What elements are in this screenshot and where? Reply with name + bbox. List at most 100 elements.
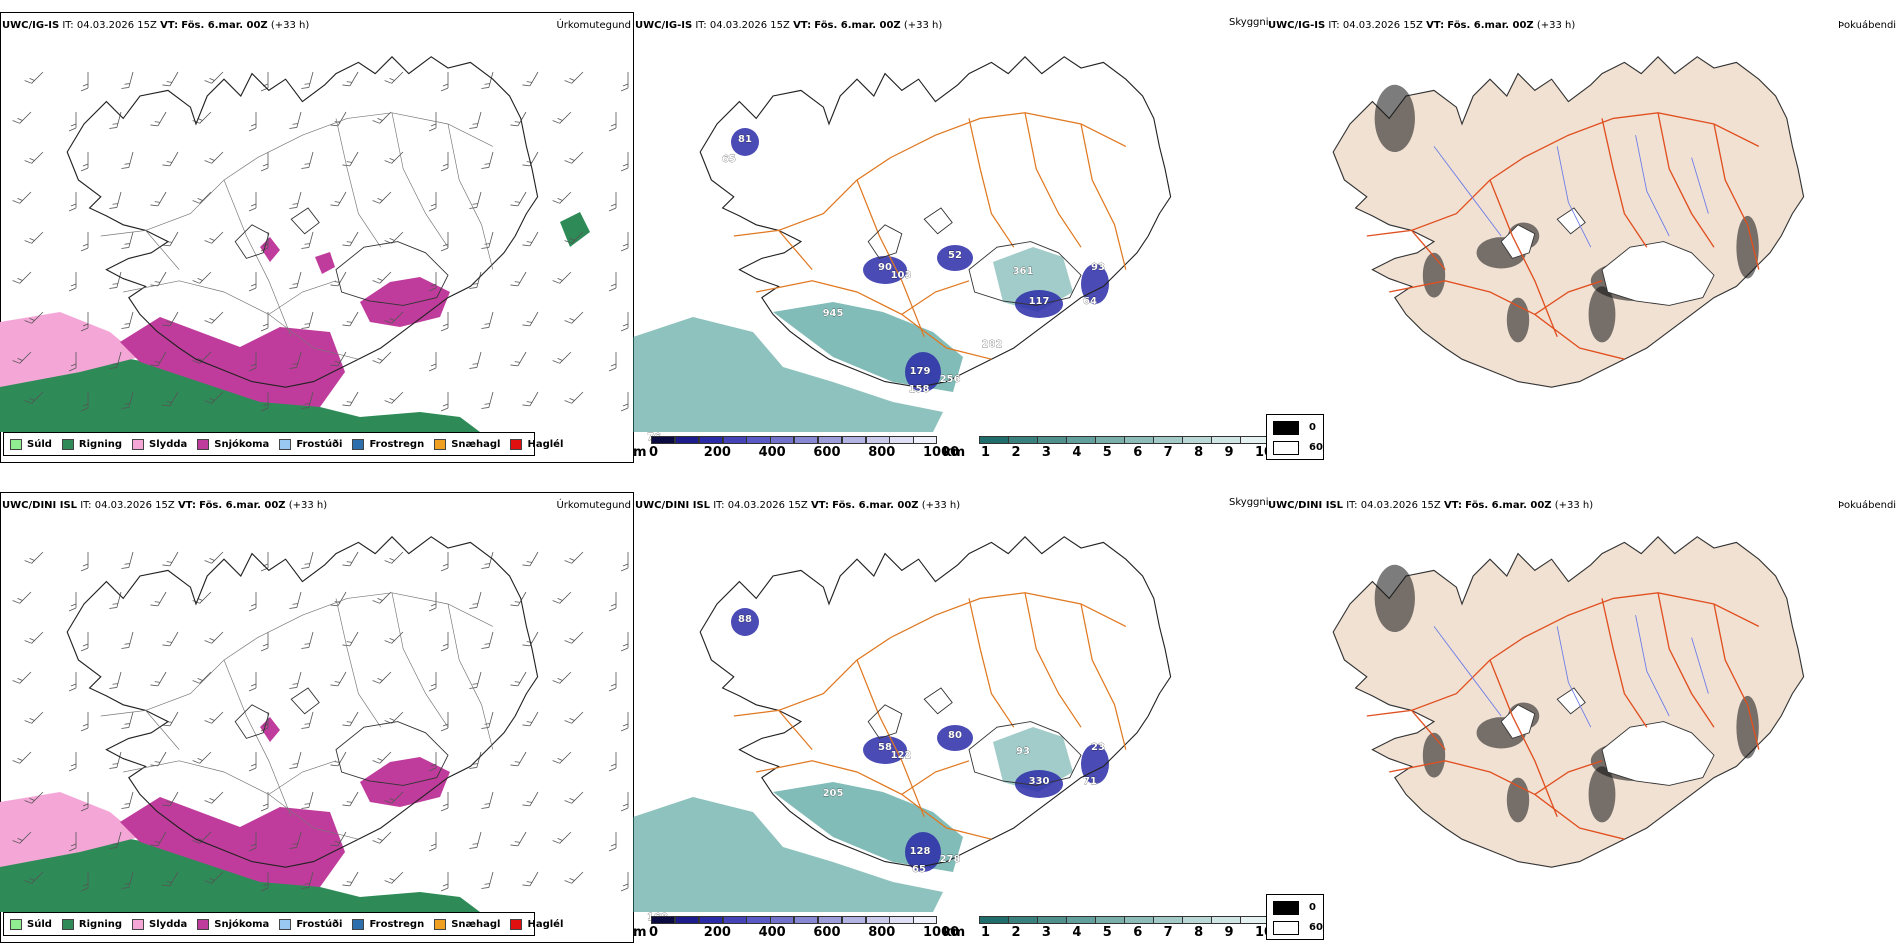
road (268, 280, 337, 315)
cloud-base-label: 65 (722, 154, 736, 165)
legend-item-haglél: Haglél (510, 438, 563, 450)
precip-legend: Súld Rigning Slydda Snjókoma Frostúði Frostre… (3, 912, 563, 936)
sleet-area (0, 312, 140, 387)
panel-title: UWC/IG-IS IT: 04.03.2026 15Z VT: Fös. 6.… (1268, 20, 1576, 31)
legend-item-snæhagl: Snæhagl (434, 438, 500, 450)
precip-map (0, 56, 629, 432)
road (1080, 603, 1127, 750)
colorbar-segment (1240, 436, 1268, 444)
road (733, 592, 1127, 717)
road (1389, 280, 1625, 360)
glacier-outline (234, 704, 270, 739)
legend-item-rigning: Rigning (61, 918, 122, 930)
rain-area (560, 212, 590, 247)
legend-label: Súld (27, 918, 52, 930)
panel-name: Úrkomutegund (556, 20, 631, 31)
cloud-base-area (905, 352, 941, 392)
cloud-base-area (937, 245, 973, 271)
colorbar-segment (979, 436, 1009, 444)
colorbar-tick: 10 (1255, 445, 1268, 460)
colorbar-segment (865, 916, 890, 924)
legend-label: Súld (27, 438, 52, 450)
colorbar-segment (979, 916, 1009, 924)
fog-area (1374, 564, 1415, 632)
road (1534, 760, 1603, 795)
colorbar-segment (1182, 916, 1212, 924)
legend-label: Snjókoma (214, 438, 270, 450)
row-1-precip-panel: UWC/IG-IS IT: 04.03.2026 15Z VT: Fös. 6.… (0, 12, 635, 464)
road (1489, 179, 1558, 338)
fog-area (1422, 732, 1446, 778)
fog-area (1736, 215, 1759, 279)
road (1534, 280, 1603, 315)
glacier (1601, 241, 1715, 306)
low-visibility-area (633, 797, 943, 912)
fog-area (1588, 286, 1616, 343)
road (968, 598, 1015, 728)
legend-swatch (10, 918, 22, 930)
road (1411, 709, 1446, 751)
cloud-base-label: 205 (823, 788, 844, 799)
colorbar-tick: 200 (703, 445, 731, 460)
colorbar-segment (1182, 436, 1212, 444)
glacier-outline (335, 721, 449, 786)
panel-title: UWC/DINI ISL IT: 04.03.2026 15Z VT: Fös.… (1268, 500, 1594, 511)
legend-swatch (197, 918, 210, 930)
road (901, 280, 970, 315)
fog-legend-swatch (1273, 921, 1299, 935)
colorbar-segment (889, 436, 914, 444)
snow-area (360, 757, 450, 807)
legend-swatch (510, 918, 523, 930)
fog-map (1332, 56, 1805, 388)
colorbar-tick: 200 (703, 925, 731, 940)
colorbar-segment (1037, 916, 1067, 924)
colorbar-unit: km (943, 925, 966, 940)
cloud-base-label: 256 (940, 374, 961, 385)
colorbar-tick: 8 (1194, 925, 1204, 940)
road (1713, 123, 1760, 270)
river (1433, 146, 1502, 237)
river (1691, 637, 1709, 694)
legend-swatch (132, 918, 145, 930)
glacier-outline (867, 704, 903, 739)
height-colorbar: m 0 200 400 600 800 1000 (633, 916, 959, 944)
colorbar-tick: 800 (868, 925, 896, 940)
fog-area (1588, 766, 1616, 823)
colorbar-segment (1095, 916, 1125, 924)
coastline (66, 56, 539, 388)
legend-swatch (279, 918, 292, 930)
road (1713, 603, 1760, 750)
cloud-base-label: 52 (948, 250, 962, 261)
coastline (699, 56, 1172, 388)
legend-label: Snjókoma (214, 918, 270, 930)
precip-map (0, 536, 629, 912)
visibility-map: 88588012233093712320512827865168 (633, 536, 1172, 923)
cloud-base-label: 90 (878, 262, 892, 273)
colorbar-segment (722, 436, 747, 444)
visibility-colorbar: km 1 2 3 4 5 6 7 8 9 10 (943, 436, 1268, 464)
glacier-outline (290, 207, 320, 235)
legend-item-frostúði: Frostúði (279, 918, 342, 930)
row-2-fog-panel: UWC/DINI ISL IT: 04.03.2026 15Z VT: Fös.… (1266, 492, 1900, 944)
colorbar-segment (794, 916, 819, 924)
fog-legend-label: 60 (1309, 922, 1323, 933)
cloud-base-label: 80 (948, 730, 962, 741)
cloud-base-label: 330 (1029, 776, 1050, 787)
glacier-outline (923, 687, 953, 715)
cloud-base-label: 65 (912, 864, 926, 875)
colorbar-segment (913, 916, 938, 924)
river (1635, 135, 1670, 237)
panel-name: Þokuábendi (1838, 500, 1897, 511)
cloud-base-label: 117 (1029, 296, 1050, 307)
colorbar-tick: 1000 (923, 925, 960, 940)
colorbar-segment (1240, 916, 1268, 924)
colorbar-tick: 6 (1133, 925, 1143, 940)
legend-label: Haglél (527, 918, 564, 930)
legend-label: Snæhagl (451, 918, 501, 930)
colorbar-segment (889, 916, 914, 924)
colorbar-tick: 800 (868, 445, 896, 460)
road (335, 598, 382, 728)
height-colorbar: m 0 200 400 600 800 1000 (633, 436, 959, 464)
legend-swatch (279, 438, 292, 450)
panel-name: Skyggni (1229, 17, 1268, 28)
